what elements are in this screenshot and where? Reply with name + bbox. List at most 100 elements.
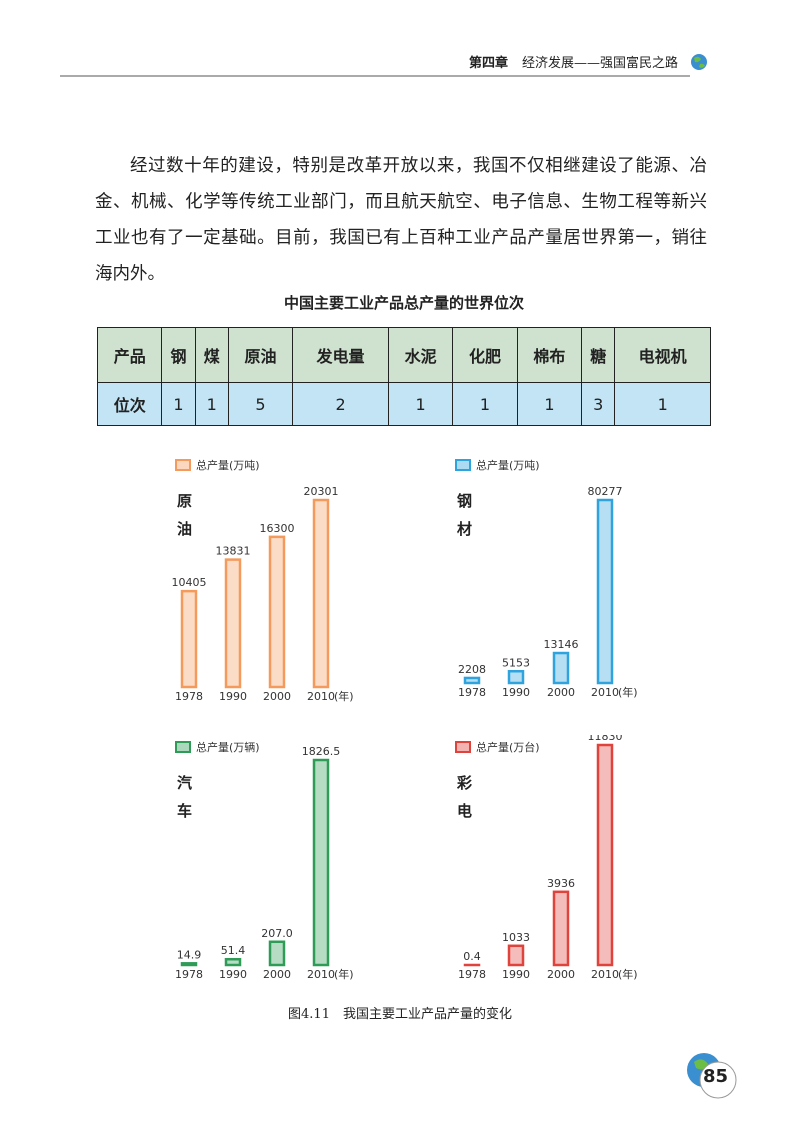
bar — [596, 498, 614, 685]
cell: 2 — [292, 382, 389, 426]
x-tick-label: 2000 — [547, 968, 575, 981]
bar — [312, 758, 330, 967]
cell: 3 — [581, 382, 616, 426]
bar — [312, 498, 330, 689]
chart-label: 彩电 — [457, 774, 473, 820]
value-label: 13146 — [544, 638, 579, 651]
legend-swatch — [175, 741, 191, 753]
page-number: 85 — [703, 1066, 729, 1087]
x-tick-label: 1990 — [219, 968, 247, 981]
bar — [268, 940, 286, 967]
value-label: 14.9 — [177, 948, 202, 961]
header-decor — [60, 54, 707, 77]
cell: 1 — [161, 382, 196, 426]
x-tick-label: 2000 — [263, 690, 291, 703]
value-label: 207.0 — [261, 927, 293, 940]
legend-label: 总产量(万辆) — [196, 740, 260, 754]
x-tick-label: 1990 — [219, 690, 247, 703]
legend-label: 总产量(万台) — [476, 740, 540, 754]
paragraph: 经过数十年的建设，特别是改革开放以来，我国不仅相继建设了能源、冶金、机械、化学等… — [95, 156, 707, 284]
running-header: 第四章 经济发展——强国富民之路 — [469, 52, 678, 71]
header-row: 产品钢煤原油 发电量 水泥 化肥 棉布糖电视机 — [96, 327, 711, 383]
value-label: 20301 — [304, 485, 339, 498]
header-cell: 钢 — [161, 327, 196, 383]
rank-table: 产品钢煤原油 发电量 水泥 化肥 棉布糖电视机 位次 1 1 5 2 1 1 1 3 1 — [96, 327, 711, 426]
header-cell: 煤 — [194, 327, 229, 383]
header-cell: 产品 — [96, 327, 163, 383]
legend-swatch — [455, 459, 471, 471]
cell: 1 — [614, 382, 711, 426]
chart-label: 汽车 — [177, 774, 193, 820]
x-tick-label: 2000 — [263, 968, 291, 981]
x-unit: (年) — [334, 689, 354, 703]
bar — [268, 535, 286, 689]
x-tick-label: 1978 — [458, 686, 486, 699]
value-label: 2208 — [458, 663, 486, 676]
chapter: 第四章 — [468, 56, 508, 71]
chart-label: 原油 — [177, 492, 193, 538]
table-title: 中国主要工业产品总产量的世界位次 — [283, 294, 524, 312]
cell: 1 — [452, 382, 518, 426]
bar — [224, 957, 242, 967]
value-label: 51.4 — [221, 944, 246, 957]
legend-swatch — [175, 459, 191, 471]
cell: 位次 — [96, 382, 163, 426]
bar — [180, 962, 198, 967]
bar — [552, 651, 570, 685]
legend-label: 总产量(万吨) — [476, 458, 540, 472]
bar-chart: 总产量(万吨) 2208 5153 13146 80277 1978 1990 2000 201… — [455, 458, 638, 699]
x-tick-label: 1990 — [502, 686, 530, 699]
value-label: 1033 — [502, 931, 530, 944]
x-unit: (年) — [618, 685, 638, 699]
header-cell: 糖 — [581, 327, 616, 383]
chart-label: 钢材 — [457, 492, 473, 538]
header-cell: 原油 — [227, 327, 294, 383]
value-label: 13831 — [216, 545, 251, 558]
bar-chart: 总产量(万吨) 10405 13831 16300 20301 1978 1990 2000 2… — [172, 458, 354, 703]
cell: 5 — [227, 382, 294, 426]
cell: 1 — [516, 382, 583, 426]
data-row: 位次 1 1 5 2 1 1 1 3 1 — [96, 382, 711, 426]
bar — [507, 670, 525, 685]
x-tick-label: 2010 — [591, 686, 619, 699]
legend-swatch — [455, 741, 471, 753]
bar — [552, 890, 570, 967]
x-unit: (年) — [618, 967, 638, 981]
bar — [507, 944, 525, 967]
header-cell: 棉布 — [516, 327, 583, 383]
legend-label: 总产量(万吨) — [196, 458, 260, 472]
x-tick-label: 1978 — [175, 968, 203, 981]
bar-chart: 总产量(万辆) 14.9 51.4 207.0 1826.5 1978 1990 2000 20… — [175, 740, 354, 981]
chapter-title: 经济发展——强国富民之路 — [521, 56, 678, 71]
x-unit: (年) — [334, 967, 354, 981]
value-label: 3936 — [547, 877, 575, 890]
x-tick-label: 1978 — [175, 690, 203, 703]
x-tick-label: 1990 — [502, 968, 530, 981]
bar — [596, 743, 614, 967]
cell: 1 — [194, 382, 229, 426]
bar — [224, 558, 242, 689]
header-cell: 水泥 — [387, 327, 454, 383]
value-label: 16300 — [260, 522, 295, 535]
cell: 1 — [387, 382, 454, 426]
x-tick-label: 2010 — [591, 968, 619, 981]
x-tick-label: 1978 — [458, 968, 486, 981]
x-tick-label: 2010 — [307, 968, 335, 981]
value-label: 0.4 — [463, 950, 481, 963]
bar — [463, 676, 481, 685]
header-cell: 发电量 — [292, 327, 389, 383]
value-label: 80277 — [588, 485, 623, 498]
value-label: 5153 — [502, 656, 530, 669]
value-label: 1826.5 — [302, 745, 341, 758]
bar-chart: 总产量(万台) 0.4 1033 3936 11830 1978 1990 2000 2010(… — [455, 735, 638, 981]
header-cell: 电视机 — [614, 327, 711, 383]
x-tick-label: 2000 — [547, 686, 575, 699]
bar — [180, 589, 198, 689]
header-cell: 化肥 — [452, 327, 518, 383]
value-label: 10405 — [172, 576, 207, 589]
figure-caption: 图4.11 我国主要工业产品产量的变化 — [288, 1007, 512, 1022]
x-tick-label: 2010 — [307, 690, 335, 703]
value-label: 11830 — [588, 735, 623, 743]
page-badge — [687, 1053, 737, 1099]
